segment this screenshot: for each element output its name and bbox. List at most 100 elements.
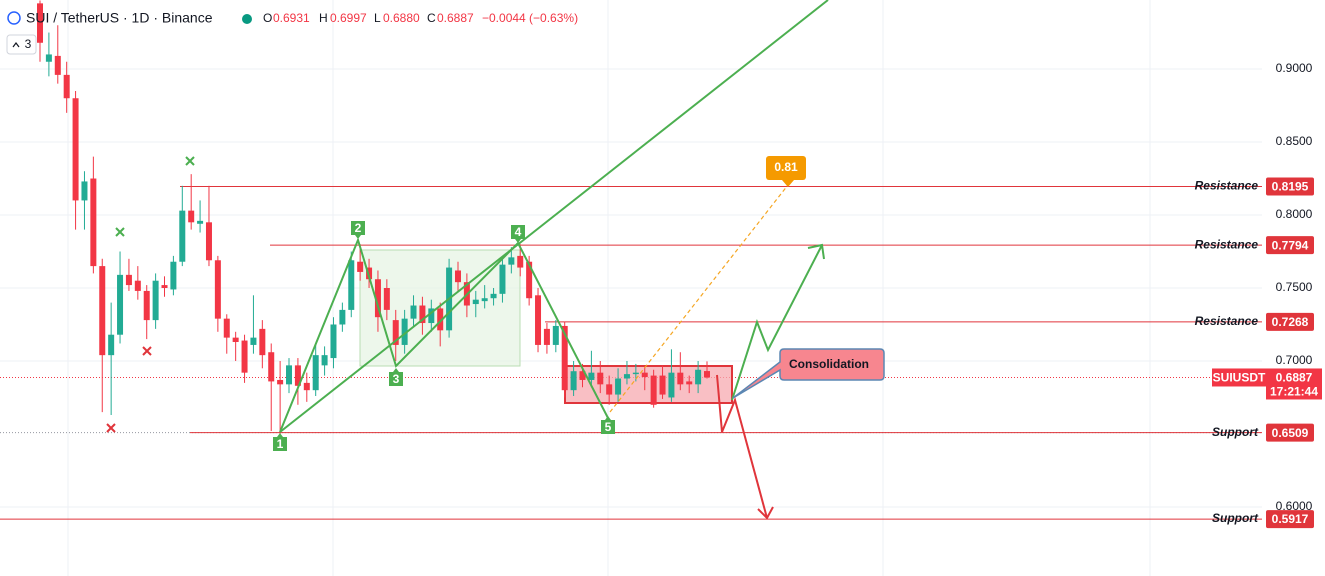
body xyxy=(526,261,533,299)
body xyxy=(312,355,319,391)
body xyxy=(205,222,212,261)
body xyxy=(588,372,595,380)
symbol: SUI / TetherUS · 1D · Binance xyxy=(26,10,213,26)
change: −0.0044 (−0.63%) xyxy=(482,11,578,25)
price-tag xyxy=(1266,368,1322,400)
axis-labels: 0.9000 0.8500 0.8000 0.7500 0.7000 0.6000 Resi… xyxy=(1195,61,1314,529)
body xyxy=(294,365,301,386)
body xyxy=(454,270,461,283)
point-label: 1 xyxy=(277,437,284,451)
body xyxy=(419,305,426,324)
body xyxy=(152,280,159,321)
y-tick-label: 0.7000 xyxy=(1276,353,1313,367)
body xyxy=(428,308,435,324)
target-text: 0.81 xyxy=(774,160,798,174)
body xyxy=(45,54,52,62)
symbol-text: SUIUSDT xyxy=(1213,371,1266,385)
body xyxy=(268,352,275,382)
level-value: 0.6509 xyxy=(1272,426,1309,440)
body xyxy=(241,340,248,373)
point-marker xyxy=(351,221,365,239)
body xyxy=(597,372,604,385)
level-value: 0.5917 xyxy=(1272,512,1309,526)
body xyxy=(99,266,106,356)
body xyxy=(179,210,186,262)
point-label: 4 xyxy=(515,225,522,239)
symbol-tag xyxy=(1212,368,1266,387)
level-name: Support xyxy=(1212,425,1259,439)
body xyxy=(170,261,177,290)
body xyxy=(623,374,630,379)
consolidation-callout: Consolidation xyxy=(732,348,885,399)
body xyxy=(54,55,61,75)
body xyxy=(214,260,221,319)
indicator-count: 3 xyxy=(25,37,32,51)
body xyxy=(535,295,542,345)
level-tag xyxy=(1266,177,1314,196)
grid xyxy=(0,68,1262,508)
body xyxy=(143,290,150,321)
body xyxy=(161,285,168,288)
body xyxy=(392,320,399,345)
y-tick-label: 0.8000 xyxy=(1276,207,1313,221)
body xyxy=(641,372,648,378)
y-tick-label: 0.7500 xyxy=(1276,280,1313,294)
body xyxy=(108,334,115,356)
point-marker xyxy=(601,416,615,434)
point-marker xyxy=(389,368,403,386)
body xyxy=(321,355,328,366)
target-line xyxy=(609,184,789,413)
body xyxy=(677,372,684,385)
body xyxy=(650,375,657,405)
o-label: O xyxy=(263,11,272,25)
body xyxy=(339,309,346,325)
body xyxy=(259,328,266,356)
x-markers xyxy=(106,156,195,433)
pattern-lines xyxy=(279,0,829,433)
body xyxy=(437,308,444,331)
level-name: Resistance xyxy=(1195,237,1259,251)
level-value: 0.7794 xyxy=(1272,238,1309,252)
level-name: Resistance xyxy=(1195,179,1259,193)
body xyxy=(277,379,284,385)
body xyxy=(695,369,702,385)
body xyxy=(90,178,97,267)
body xyxy=(383,288,390,310)
level-value: 0.8195 xyxy=(1272,180,1309,194)
levels xyxy=(0,186,1262,520)
body xyxy=(517,255,524,268)
level-name: Support xyxy=(1212,511,1259,525)
body xyxy=(481,298,488,302)
body xyxy=(552,325,559,345)
level-value: 0.7268 xyxy=(1272,315,1309,329)
header: SUI / TetherUS · 1D · Binance O 0.6931 H… xyxy=(6,10,578,55)
body xyxy=(410,305,417,319)
body xyxy=(286,365,293,385)
level-tag xyxy=(1266,423,1314,442)
countdown: 17:21:44 xyxy=(1270,385,1318,399)
body xyxy=(490,293,497,299)
body xyxy=(686,381,693,385)
body xyxy=(668,372,675,398)
body xyxy=(125,274,132,286)
price-axis xyxy=(1262,0,1325,576)
body xyxy=(659,375,666,395)
body xyxy=(508,257,515,265)
body xyxy=(704,371,710,378)
body xyxy=(117,274,124,335)
l-label: L xyxy=(374,11,381,25)
level-name: Resistance xyxy=(1195,314,1259,328)
body xyxy=(37,3,43,43)
indicator-toggle[interactable] xyxy=(6,34,37,55)
body xyxy=(499,264,506,294)
candles xyxy=(37,0,710,434)
body xyxy=(543,328,550,345)
point-label: 3 xyxy=(393,372,400,386)
target-label: 0.81 xyxy=(766,156,806,187)
body xyxy=(561,325,568,391)
point-label: 2 xyxy=(355,221,362,235)
body xyxy=(81,181,88,201)
body xyxy=(250,337,257,345)
body xyxy=(348,260,355,310)
y-tick-label: 0.8500 xyxy=(1276,134,1313,148)
